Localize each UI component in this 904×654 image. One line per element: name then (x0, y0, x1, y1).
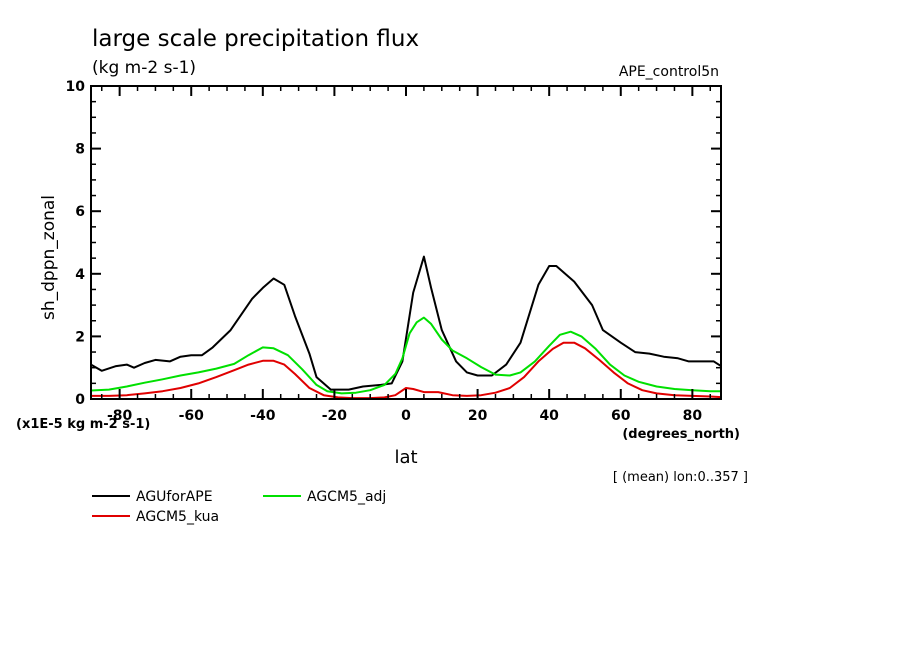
legend-item-agcm5-adj: AGCM5_adj (263, 489, 386, 505)
x-tick-label: 20 (468, 408, 488, 424)
x-tick-label: 60 (611, 408, 631, 424)
legend-item-agcm5-kua: AGCM5_kua (92, 509, 219, 525)
x-tick-label: -20 (322, 408, 348, 424)
y-tick-label: 4 (75, 267, 85, 283)
x-tick-label: 80 (683, 408, 703, 424)
chart-subtitle-units: (kg m-2 s-1) (92, 58, 196, 78)
chart-title: large scale precipitation flux (92, 26, 419, 52)
series-line-agcm5-adj (90, 316, 721, 395)
legend-item-agufor-ape: AGUforAPE (92, 489, 213, 505)
x-tick-label: 40 (539, 408, 559, 424)
legend: AGUforAPE AGCM5_kua AGCM5_adj (92, 489, 386, 525)
x-tick-label: -60 (179, 408, 205, 424)
series-line-aguforape (90, 255, 722, 391)
legend-label-agufor-ape: AGUforAPE (136, 489, 213, 505)
footnote: [ (mean) lon:0..357 ] (613, 470, 748, 485)
y-axis-units: (x1E-5 kg m-2 s-1) (16, 417, 150, 432)
x-tick-label: -80 (107, 408, 133, 424)
series-layer (90, 255, 722, 400)
x-axis-label: lat (394, 447, 417, 468)
legend-label-agcm5-adj: AGCM5_adj (307, 489, 386, 505)
plot-frame (90, 85, 722, 400)
y-axis-label: sh_dppn_zonal (39, 195, 59, 320)
dataset-label: APE_control5n (619, 64, 719, 80)
x-tick-label: 0 (401, 408, 411, 424)
y-tick-label: 8 (75, 142, 85, 158)
series-line-agcm5-kua (91, 341, 722, 400)
y-tick-label: 10 (66, 79, 86, 95)
x-axis-units: (degrees_north) (622, 427, 740, 442)
axes-layer (90, 85, 722, 400)
tick-label-layer: -80 -60 -40 -20 0 20 40 60 80 0 2 4 6 8 10 (66, 79, 703, 424)
y-tick-label: 6 (75, 204, 85, 220)
y-tick-label: 2 (75, 329, 85, 345)
y-tick-label: 0 (75, 392, 85, 408)
x-tick-label: -40 (250, 408, 276, 424)
legend-label-agcm5-kua: AGCM5_kua (136, 509, 219, 525)
